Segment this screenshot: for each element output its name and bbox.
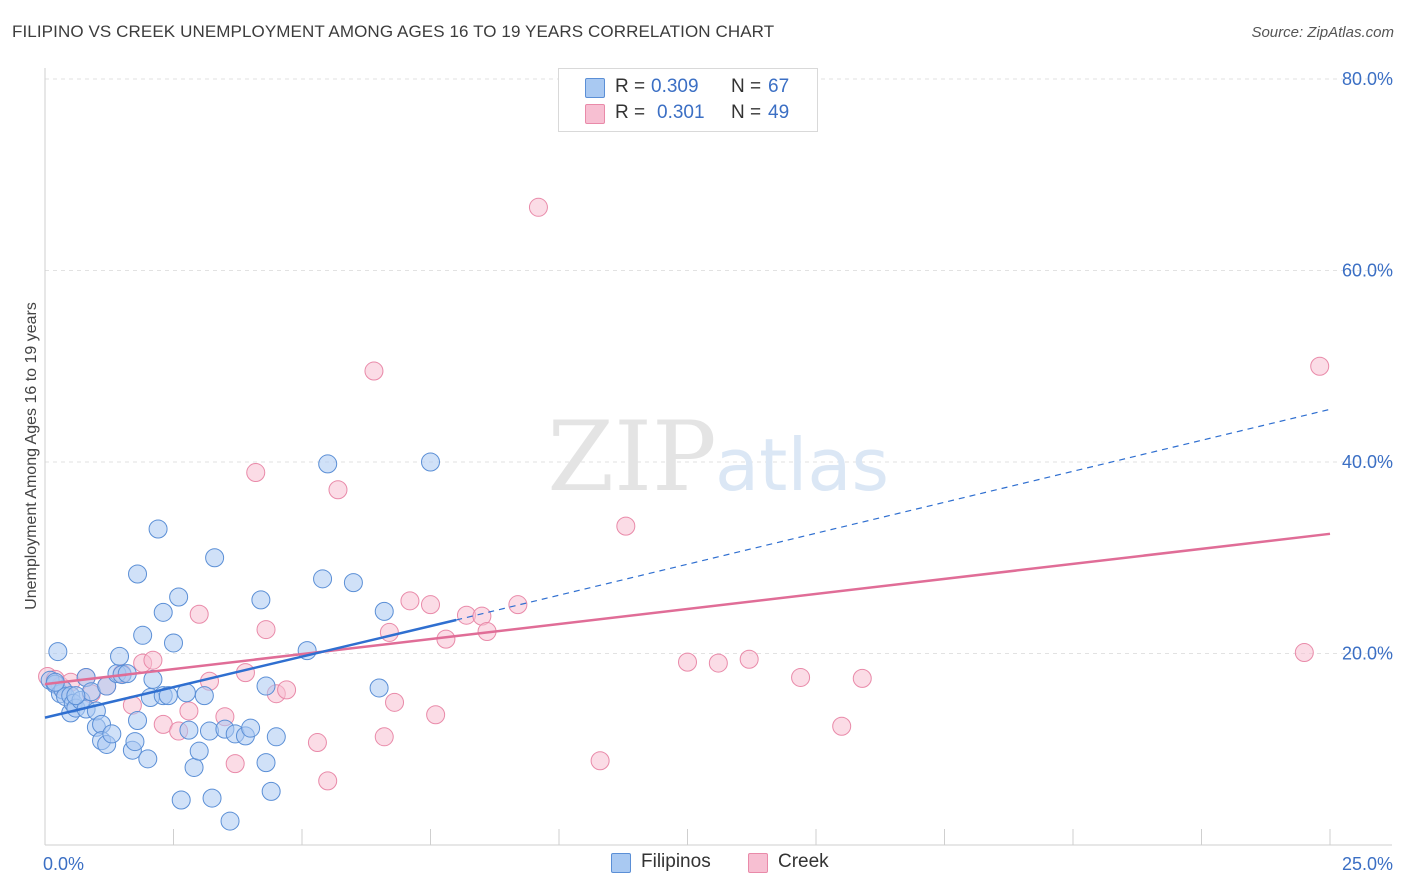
- creek-point: [277, 680, 297, 700]
- watermark: ZIP atlas: [547, 401, 889, 513]
- n-label: N =: [731, 76, 762, 97]
- filipinos-point: [256, 676, 276, 696]
- tick-labels: 20.0% 40.0% 60.0% 80.0% 0.0% 25.0%: [43, 69, 1393, 874]
- filipinos-point: [148, 519, 168, 539]
- filipinos-point: [169, 587, 189, 607]
- filipinos-point: [138, 749, 158, 769]
- y-tick-label: 40.0%: [1342, 452, 1393, 472]
- filipinos-trend-extension: [456, 408, 1331, 621]
- creek-point: [528, 197, 548, 217]
- filipinos-point: [48, 642, 68, 662]
- axes: [44, 68, 1392, 846]
- filipinos-point: [202, 788, 222, 808]
- filipinos-point: [102, 724, 122, 744]
- filipinos-point: [369, 678, 389, 698]
- creek-point: [852, 668, 872, 688]
- filipinos-point: [421, 452, 440, 472]
- filipinos-point: [110, 646, 130, 666]
- filipinos-points: [40, 452, 440, 831]
- creek-point: [708, 653, 728, 673]
- creek-trend-line: [44, 532, 1331, 686]
- filipinos-point: [189, 741, 209, 761]
- r-label: R =: [615, 76, 646, 97]
- creek-swatch: [585, 104, 605, 124]
- filipinos-point: [251, 590, 271, 610]
- creek-point: [246, 463, 266, 483]
- creek-point: [225, 754, 245, 774]
- filipinos-point: [343, 573, 363, 593]
- creek-point: [616, 516, 636, 536]
- creek-point: [385, 692, 405, 712]
- y-tick-label: 80.0%: [1342, 69, 1393, 89]
- filipinos-point: [220, 811, 240, 831]
- n-value: 49: [768, 102, 790, 123]
- watermark-atlas: atlas: [715, 423, 889, 507]
- creek-point: [791, 667, 811, 687]
- creek-point: [179, 701, 199, 721]
- source-label: Source: ZipAtlas.com: [1251, 24, 1394, 41]
- watermark-zip: ZIP: [547, 401, 716, 513]
- creek-point: [256, 620, 276, 640]
- filipinos-point: [66, 686, 86, 706]
- creek-point: [590, 751, 610, 771]
- filipinos-point: [313, 569, 333, 589]
- creek-point: [400, 591, 420, 611]
- filipinos-point: [241, 718, 261, 738]
- x-tick-label: 25.0%: [1342, 854, 1393, 874]
- n-value: 67: [768, 76, 790, 97]
- r-value: 0.309: [651, 76, 699, 97]
- filipinos-point: [153, 602, 173, 622]
- filipinos-point: [171, 790, 191, 810]
- creek-point: [307, 733, 327, 753]
- trend-lines: [44, 408, 1331, 719]
- creek-swatch: [748, 853, 768, 873]
- creek-point: [1310, 356, 1330, 376]
- y-tick-label: 20.0%: [1342, 644, 1393, 664]
- creek-point: [318, 771, 338, 791]
- creek-point: [189, 604, 209, 624]
- filipinos-trend-line: [44, 618, 457, 719]
- filipinos-point: [256, 753, 276, 773]
- creek-point: [379, 622, 399, 642]
- filipinos-point: [125, 732, 145, 752]
- filipinos-point: [374, 601, 394, 621]
- filipinos-point: [194, 686, 214, 706]
- creek-point: [143, 650, 163, 670]
- filipinos-point: [266, 727, 286, 747]
- creek-point: [832, 716, 852, 736]
- y-axis-label: Unemployment Among Ages 16 to 19 years: [23, 302, 40, 610]
- y-tick-label: 60.0%: [1342, 261, 1393, 281]
- filipinos-point: [164, 633, 183, 653]
- legend-label: Creek: [778, 851, 829, 872]
- creek-point: [421, 595, 440, 615]
- n-label: N =: [731, 102, 762, 123]
- creek-point: [374, 727, 394, 747]
- filipinos-point: [128, 564, 148, 584]
- filipinos-swatch: [585, 78, 605, 98]
- filipinos-point: [318, 454, 338, 474]
- creek-point: [678, 652, 697, 672]
- filipinos-point: [261, 781, 281, 801]
- filipinos-point: [128, 711, 148, 731]
- filipinos-point: [133, 625, 153, 645]
- creek-point: [328, 480, 348, 500]
- creek-point: [364, 361, 384, 381]
- r-value: 0.301: [657, 102, 705, 123]
- creek-point: [1294, 643, 1314, 663]
- creek-point: [426, 705, 446, 725]
- r-label: R =: [615, 102, 646, 123]
- filipinos-point: [179, 720, 199, 740]
- correlation-legend: R = 0.309 N = 67 R = 0.301 N = 49: [558, 68, 818, 132]
- x-tick-label: 0.0%: [43, 854, 84, 874]
- filipinos-swatch: [611, 853, 631, 873]
- filipinos-point: [184, 757, 204, 777]
- chart-title: FILIPINO VS CREEK UNEMPLOYMENT AMONG AGE…: [12, 22, 775, 41]
- creek-point: [739, 649, 759, 669]
- legend-label: Filipinos: [641, 851, 711, 872]
- gridlines: [45, 78, 1392, 654]
- creek-point: [508, 595, 528, 615]
- filipinos-point: [205, 548, 225, 568]
